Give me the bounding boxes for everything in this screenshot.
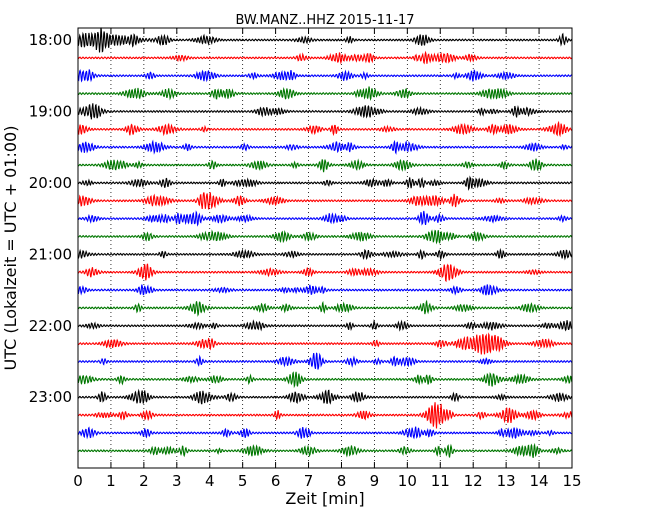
x-tick-label: 4	[205, 472, 215, 490]
trace-2215	[77, 332, 573, 355]
trace-2345	[77, 442, 573, 458]
chart-title: BW.MANZ..HHZ 2015-11-17	[235, 13, 414, 28]
x-tick-label: 14	[530, 472, 549, 490]
y-tick-label: 18:00	[29, 31, 72, 49]
trace-2300	[77, 388, 573, 405]
grid-lines	[110, 28, 540, 468]
trace-1930	[77, 139, 573, 155]
x-tick-label: 10	[398, 472, 417, 490]
trace-2045	[77, 229, 573, 245]
y-tick-label: 23:00	[29, 388, 72, 406]
x-axis-label: Zeit [min]	[285, 489, 364, 508]
trace-2230	[77, 352, 573, 370]
trace-1900	[77, 103, 573, 120]
x-tick-label: 6	[271, 472, 281, 490]
x-tick-label: 11	[431, 472, 450, 490]
x-tick-label: 2	[139, 472, 149, 490]
trace-2000	[77, 175, 573, 191]
trace-1800	[77, 27, 573, 53]
x-axis: 0 1 2 3 4 5 6 7 8 9 10 11 12 13 14 15	[73, 28, 582, 490]
trace-1945	[77, 158, 573, 173]
x-tick-label: 12	[464, 472, 483, 490]
trace-1815	[77, 50, 573, 65]
trace-2200	[77, 319, 573, 332]
trace-2030	[77, 210, 573, 227]
trace-2330	[77, 426, 573, 440]
trace-1845	[77, 86, 573, 102]
x-tick-label: 8	[337, 472, 347, 490]
x-tick-label: 15	[562, 472, 581, 490]
y-tick-label: 21:00	[29, 245, 72, 263]
trace-2100	[77, 247, 573, 261]
x-tick-label: 7	[304, 472, 314, 490]
trace-1830	[77, 69, 573, 83]
trace-2015	[77, 192, 573, 210]
x-tick-label: 13	[497, 472, 516, 490]
y-axis-label: UTC (Lokalzeit = UTC + 01:00)	[1, 126, 20, 371]
trace-2115	[77, 263, 573, 283]
trace-2130	[77, 284, 573, 296]
x-tick-label: 0	[73, 472, 83, 490]
plot-frame	[77, 27, 573, 469]
x-tick-label: 3	[172, 472, 182, 490]
x-tick-label: 5	[238, 472, 248, 490]
y-tick-label: 19:00	[29, 102, 72, 120]
y-axis: 18:00 19:00 20:00 21:00 22:00 23:00	[29, 31, 72, 406]
x-tick-label: 1	[106, 472, 116, 490]
trace-2245	[77, 371, 573, 389]
seismic-traces	[77, 27, 573, 458]
x-tick-label: 9	[370, 472, 380, 490]
trace-2145	[77, 299, 573, 317]
trace-1915	[77, 120, 573, 138]
trace-2315	[77, 402, 573, 429]
y-tick-label: 22:00	[29, 317, 72, 335]
y-tick-label: 20:00	[29, 174, 72, 192]
